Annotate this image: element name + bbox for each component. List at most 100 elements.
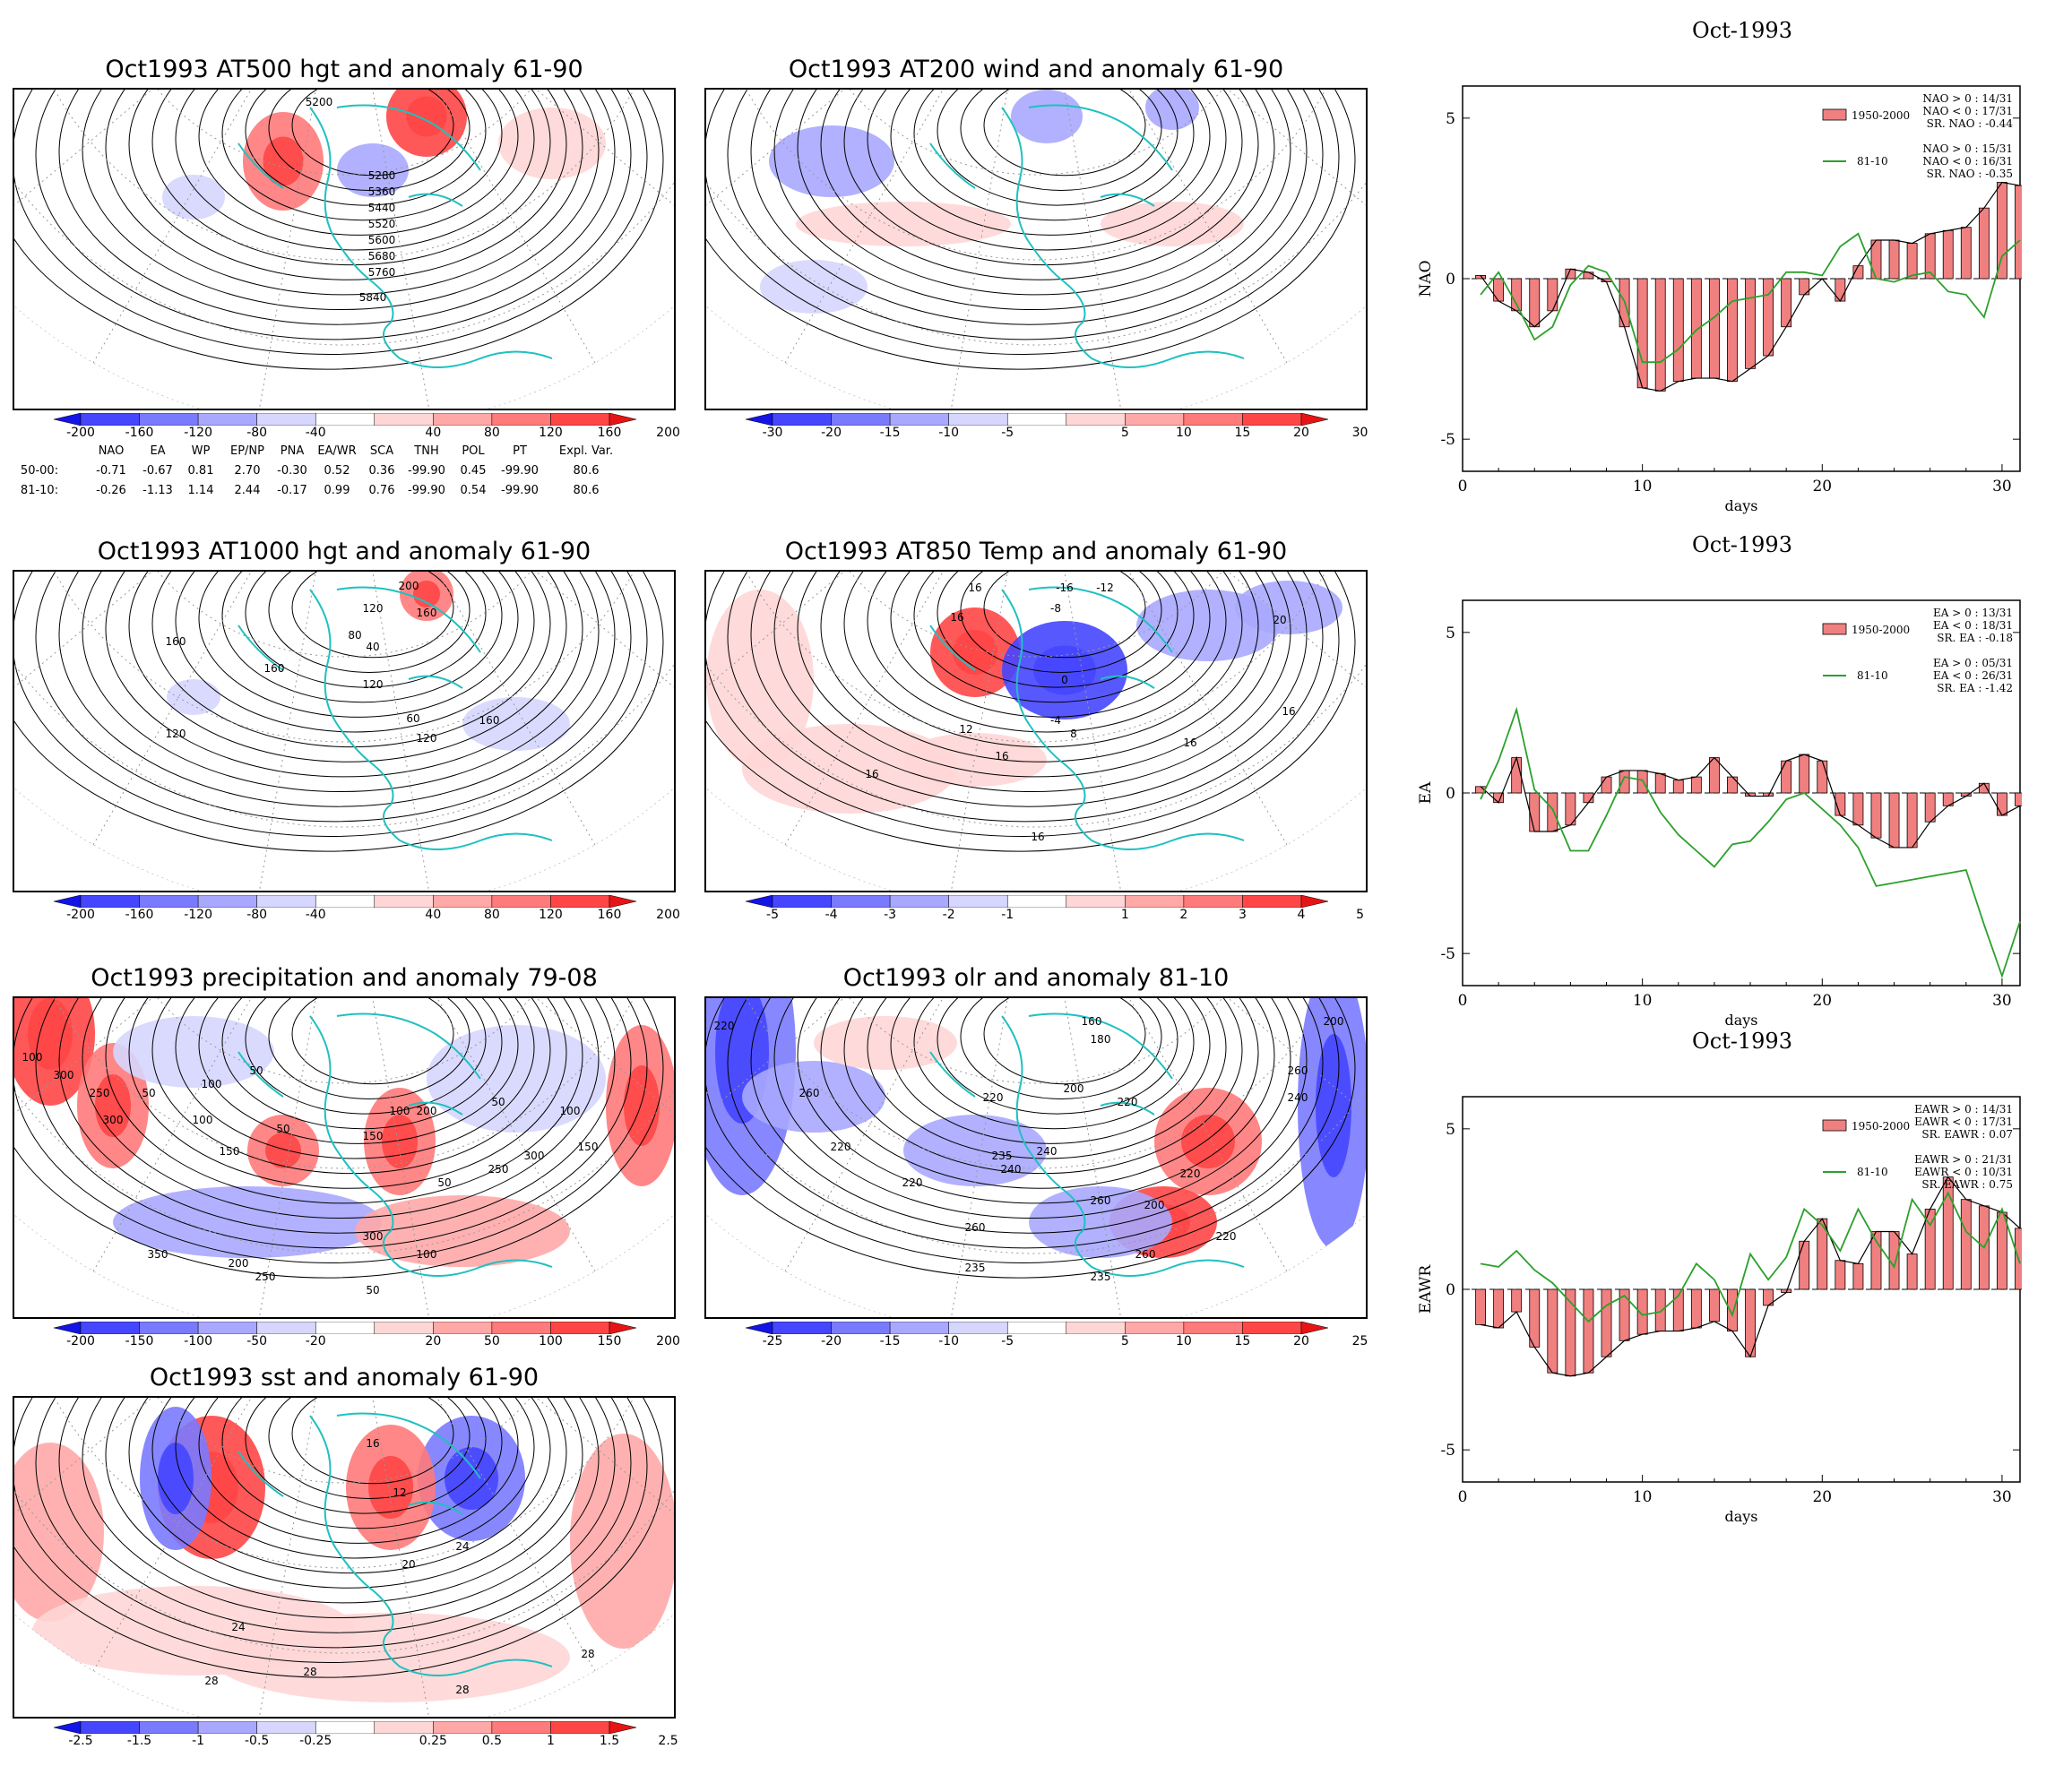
contour-label: 16 [968, 582, 981, 594]
table-cell: 80.6 [573, 464, 600, 478]
colorbar-tick-label: 20 [425, 1334, 442, 1348]
legend-bar-stat: SR. EAWR : 0.07 [1921, 1128, 2013, 1141]
longitude-line [14, 572, 345, 583]
contour-label: 220 [714, 1020, 735, 1032]
contour-line [35, 572, 632, 823]
colorbar-tick-label: 15 [1234, 1334, 1251, 1348]
contour-label: 40 [366, 641, 379, 653]
contour-line [175, 572, 535, 733]
contour-label: 100 [390, 1105, 410, 1117]
contour-label: 240 [1288, 1091, 1308, 1104]
contour-line [291, 572, 454, 659]
bar-outline-line [1480, 181, 2021, 392]
bar-1950-2000 [1817, 760, 1828, 794]
negative-anomaly-region [1235, 581, 1342, 634]
colorbar-swatch [1006, 412, 1067, 426]
map-title-prcp: Oct1993 precipitation and anomaly 79-08 [91, 964, 598, 992]
table-cell: 0.36 [368, 464, 395, 478]
colorbar-swatch [889, 412, 949, 426]
colorbar-tick-label: -80 [246, 426, 268, 440]
negative-anomaly-region [769, 125, 894, 197]
contour-line [35, 1398, 632, 1649]
contour-line [867, 998, 1227, 1159]
colorbar-tick-label: -25 [762, 1334, 783, 1348]
colorbar-swatch [491, 412, 551, 426]
contour-label: 300 [524, 1150, 545, 1162]
series-line-81-10 [1480, 1191, 2021, 1323]
colorbar-t850: -5 -4 -3 -2 -1 1 2 3 4 5 [745, 894, 1364, 925]
colorbar-tick-label: -150 [125, 1334, 154, 1348]
table-cell: 0.99 [324, 484, 350, 497]
legend-line-stat: SR. EAWR : 0.75 [1921, 1178, 2013, 1191]
contour-line [913, 572, 1195, 703]
bar-1950-2000 [1888, 1231, 1900, 1290]
contour-line [175, 90, 535, 251]
contour-line [773, 572, 1291, 793]
contour-label: -4 [1050, 714, 1061, 727]
x-tick-label: 20 [1812, 478, 1832, 495]
contour-label: 8 [1070, 728, 1077, 740]
bar-1950-2000 [1727, 278, 1738, 383]
timeseries-chart-eawr: 5 0 -5 0 10 20 30 days EAWR 1950-2000 EAWR > 0 : 1… [1417, 1096, 2022, 1525]
bar-1950-2000 [1583, 1288, 1594, 1374]
legend-bar-stat: EA > 0 : 13/31 [1933, 607, 2013, 619]
contour-line [727, 572, 1324, 823]
colorbar-swatch [1242, 1321, 1302, 1335]
positive-anomaly-region [498, 108, 606, 179]
contour-label: 120 [417, 732, 437, 745]
bar-1950-2000 [1547, 792, 1558, 832]
colorbar-swatch [139, 412, 199, 426]
table-cell: -99.90 [501, 484, 539, 497]
bar-1950-2000 [1708, 278, 1720, 379]
contour-label: 5360 [368, 185, 396, 198]
bar-1950-2000 [1888, 239, 1900, 280]
colorbar-swatch [433, 1720, 493, 1735]
bar-1950-2000 [1529, 278, 1541, 328]
colorbar-swatch [80, 894, 140, 909]
contour-label: 28 [303, 1666, 316, 1678]
table-cell: -0.17 [277, 484, 307, 497]
bar-1950-2000 [1672, 278, 1684, 383]
coastline [237, 104, 553, 368]
colorbar-tick-label: -50 [246, 1334, 268, 1348]
legend-line-stat: NAO > 0 : 15/31 [1922, 142, 2013, 155]
colorbar-tick-label: 0.5 [481, 1734, 503, 1748]
bar-1950-2000 [1654, 773, 1666, 794]
contour-line [14, 1398, 648, 1663]
bar-1950-2000 [1870, 792, 1882, 839]
contour-label: 80 [348, 629, 361, 642]
timeseries-title: Oct-1993 [1692, 18, 1792, 43]
legend-bar-swatch [1822, 623, 1847, 635]
colorbar-swatch [1183, 894, 1243, 909]
colorbar-tick-label: -10 [938, 426, 960, 440]
contour-line [268, 1398, 471, 1499]
colorbar-min-arrow [53, 894, 82, 909]
colorbar-tick-label: -160 [125, 908, 154, 922]
contour-line [82, 90, 600, 311]
bar-1950-2000 [1493, 1288, 1505, 1329]
colorbar-tick-label: -2 [942, 908, 955, 922]
colorbar-tick-label: 200 [656, 908, 680, 922]
contour-line [245, 998, 487, 1115]
bar-1950-2000 [1636, 278, 1648, 389]
colorbar-swatch [139, 894, 199, 909]
colorbar-swatch [550, 412, 610, 426]
contour-label: 50 [142, 1087, 155, 1099]
y-axis-label: EA [1417, 781, 1435, 804]
table-header-cell: NAO [98, 444, 125, 458]
table-header-cell: PT [513, 444, 527, 458]
legend-bar-stat: EAWR > 0 : 14/31 [1914, 1103, 2013, 1116]
colorbar-tick-label: -15 [879, 426, 901, 440]
table-cell: 0.45 [460, 464, 487, 478]
contour-label: 5280 [368, 169, 396, 182]
contour-line [14, 572, 648, 837]
bar-1950-2000 [1690, 1288, 1702, 1329]
contour-label: 180 [1091, 1033, 1111, 1046]
negative-anomaly-region [1145, 90, 1199, 130]
contour-line [843, 572, 1243, 748]
x-axis-label: days [1724, 497, 1757, 514]
bar-1950-2000 [1727, 776, 1738, 794]
contour-line [843, 90, 1243, 266]
colorbar-tick-label: -160 [125, 426, 154, 440]
table-row-label: 50-00: [20, 464, 59, 478]
